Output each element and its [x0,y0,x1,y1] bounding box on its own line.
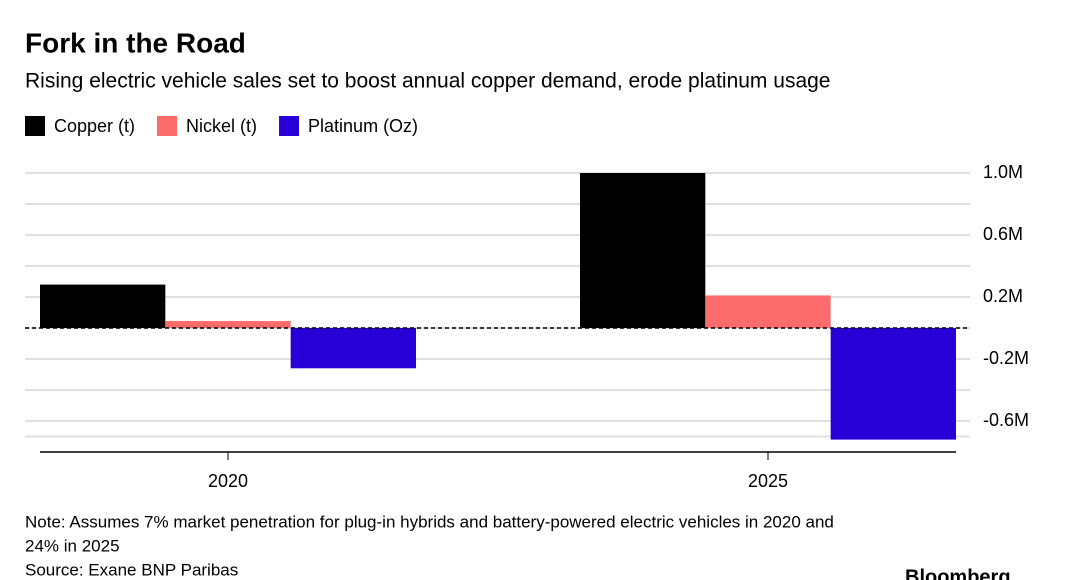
bar [40,284,166,328]
legend-label: Nickel (t) [186,116,257,136]
note: Note: Assumes 7% market penetration for … [25,512,834,531]
y-tick-label: 1.0M [983,162,1023,182]
legend-swatch [157,116,178,136]
bar [165,321,291,328]
legend-swatch [25,116,45,136]
note: 24% in 2025 [25,536,120,555]
legend-swatch [279,116,300,136]
bar [290,328,416,369]
bar [705,295,831,328]
y-tick-label: 0.2M [983,286,1023,306]
legend-label: Copper (t) [54,116,135,136]
y-tick-label: 0.6M [983,224,1023,244]
x-tick-label: 2025 [748,471,788,491]
source: Source: Exane BNP Paribas [25,560,238,579]
chart-title: Fork in the Road [25,27,246,58]
bar [580,173,706,328]
bar [830,328,956,440]
legend-label: Platinum (Oz) [308,116,418,136]
y-tick-label: -0.2M [983,348,1029,368]
brand-logo: Bloomberg [905,566,1011,580]
x-tick-label: 2020 [208,471,248,491]
y-tick-label: -0.6M [983,410,1029,430]
chart-subtitle: Rising electric vehicle sales set to boo… [25,70,830,93]
